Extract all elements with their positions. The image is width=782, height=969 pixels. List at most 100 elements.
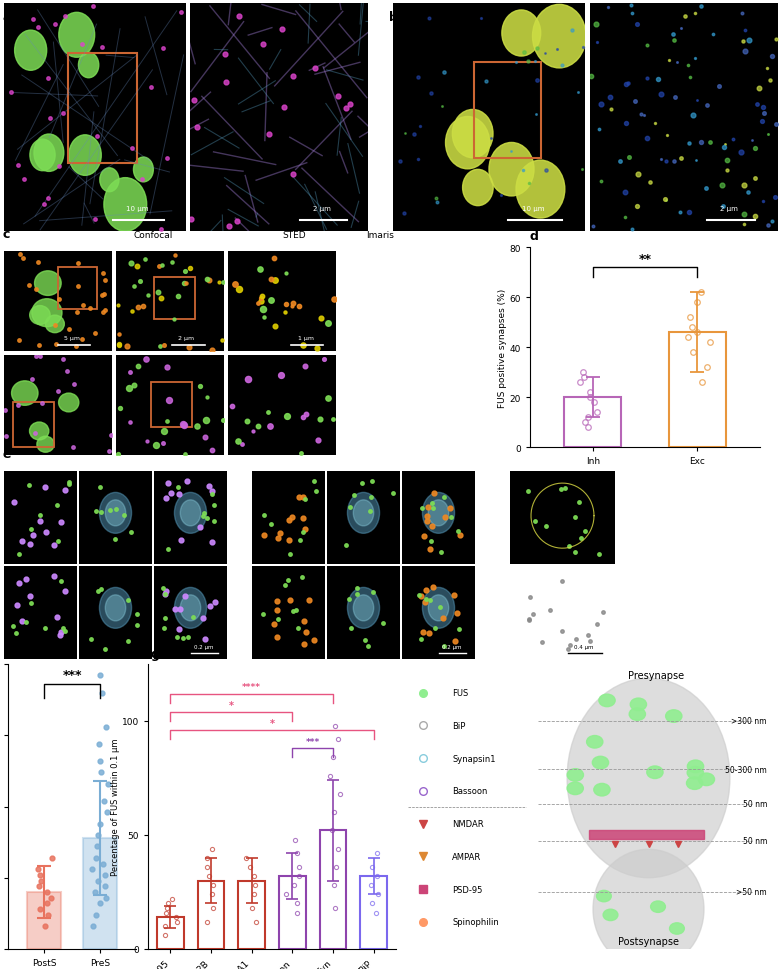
- Text: PSD-95: PSD-95: [453, 885, 482, 893]
- Circle shape: [516, 161, 565, 219]
- Circle shape: [104, 178, 147, 232]
- Circle shape: [586, 735, 603, 748]
- Text: Synapsin1: Synapsin1: [453, 754, 496, 763]
- Title: FUS Bassoon: FUS Bassoon: [18, 464, 63, 470]
- Text: 1 μm: 1 μm: [298, 335, 314, 341]
- Text: *: *: [270, 718, 274, 728]
- Circle shape: [597, 891, 612, 902]
- Bar: [68, 54, 137, 164]
- Circle shape: [106, 500, 126, 526]
- Text: Presynapse: Presynapse: [628, 670, 684, 680]
- Circle shape: [12, 382, 38, 406]
- Bar: [13, 402, 54, 448]
- Text: ****: ****: [242, 682, 261, 692]
- Circle shape: [687, 761, 704, 773]
- Ellipse shape: [593, 850, 704, 969]
- Bar: [320, 830, 346, 949]
- Title: FUS Syn: FUS Syn: [349, 464, 378, 470]
- Circle shape: [353, 500, 374, 526]
- Bar: [83, 838, 117, 949]
- Text: 5 μm: 5 μm: [64, 335, 80, 341]
- Circle shape: [422, 588, 454, 629]
- Text: e: e: [2, 448, 11, 460]
- Circle shape: [594, 784, 610, 797]
- Text: Postsynapse: Postsynapse: [618, 936, 679, 946]
- Circle shape: [647, 766, 663, 779]
- Text: **: **: [638, 252, 651, 266]
- Bar: [669, 332, 726, 448]
- Circle shape: [630, 708, 645, 721]
- Title: FUS Syn: FUS Syn: [101, 464, 130, 470]
- Ellipse shape: [567, 678, 730, 878]
- Bar: [279, 876, 306, 949]
- Circle shape: [592, 757, 608, 769]
- Bar: [154, 278, 195, 320]
- Text: f: f: [9, 645, 15, 659]
- Bar: [198, 881, 224, 949]
- Text: >50 nm: >50 nm: [737, 888, 767, 896]
- Y-axis label: Percentage of FUS within 0.1 μm: Percentage of FUS within 0.1 μm: [111, 738, 120, 875]
- Title: FUS GluA1: FUS GluA1: [270, 464, 307, 470]
- Circle shape: [174, 588, 206, 629]
- Circle shape: [59, 14, 95, 58]
- Text: NMDAR: NMDAR: [453, 819, 484, 828]
- Text: 2 μm: 2 μm: [178, 335, 194, 341]
- Circle shape: [32, 299, 62, 328]
- Circle shape: [34, 135, 64, 172]
- Text: STED: STED: [282, 231, 306, 239]
- Circle shape: [15, 31, 47, 71]
- Text: >300 nm: >300 nm: [731, 717, 767, 726]
- Circle shape: [630, 699, 647, 711]
- Circle shape: [665, 710, 682, 723]
- Text: b: b: [389, 12, 397, 24]
- Bar: [564, 397, 622, 448]
- Circle shape: [669, 922, 684, 934]
- Text: h: h: [400, 645, 410, 659]
- Circle shape: [347, 493, 379, 534]
- Bar: [157, 917, 184, 949]
- Circle shape: [174, 493, 206, 534]
- Circle shape: [599, 695, 615, 707]
- Circle shape: [429, 595, 449, 621]
- Bar: [474, 63, 541, 159]
- Text: ***: ***: [306, 737, 320, 746]
- Text: 50 nm: 50 nm: [743, 836, 767, 845]
- Text: AMPAR: AMPAR: [453, 852, 482, 861]
- Text: a: a: [2, 12, 11, 24]
- Text: 2 μm: 2 μm: [720, 206, 738, 212]
- Title: Overlay: Overlay: [425, 464, 452, 470]
- Text: 50 nm: 50 nm: [743, 799, 767, 808]
- Circle shape: [100, 169, 119, 193]
- Text: BiP: BiP: [453, 721, 466, 730]
- Text: 10 μm: 10 μm: [126, 206, 148, 212]
- Text: FUS: FUS: [453, 688, 468, 698]
- Circle shape: [698, 773, 715, 786]
- Circle shape: [99, 493, 131, 534]
- Bar: [590, 830, 704, 839]
- Circle shape: [69, 136, 102, 176]
- Circle shape: [30, 140, 55, 172]
- Text: Imaris: Imaris: [366, 231, 394, 239]
- Bar: [58, 267, 97, 310]
- Circle shape: [99, 588, 131, 629]
- Text: Spinophilin: Spinophilin: [453, 918, 499, 926]
- Text: c: c: [2, 228, 9, 240]
- Text: *: *: [229, 700, 234, 710]
- Circle shape: [78, 53, 99, 78]
- Text: 0.4 μm: 0.4 μm: [574, 644, 594, 649]
- Circle shape: [603, 909, 618, 921]
- Circle shape: [429, 500, 449, 526]
- Text: 50-300 nm: 50-300 nm: [725, 766, 767, 774]
- Title: FUS Spino: FUS Spino: [545, 464, 580, 470]
- Circle shape: [181, 500, 201, 526]
- Circle shape: [651, 901, 665, 913]
- Bar: [27, 892, 61, 949]
- Circle shape: [134, 158, 153, 183]
- Text: 0.2 μm: 0.2 μm: [194, 644, 213, 649]
- Circle shape: [452, 110, 493, 159]
- Text: g: g: [150, 647, 159, 661]
- Circle shape: [533, 6, 586, 69]
- Circle shape: [34, 271, 61, 297]
- Circle shape: [45, 316, 64, 333]
- Circle shape: [37, 437, 54, 453]
